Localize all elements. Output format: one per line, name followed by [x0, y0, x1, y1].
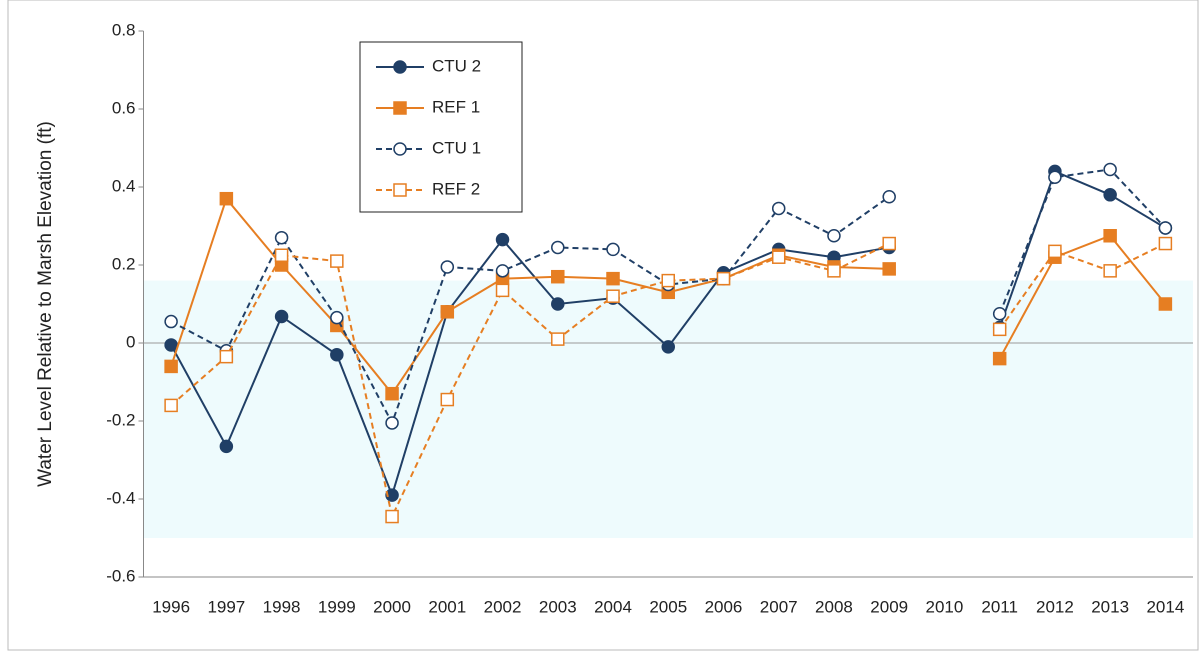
point: [274, 230, 289, 245]
point: [1103, 264, 1117, 278]
x-tick-label: 2001: [428, 597, 466, 616]
point: [1103, 188, 1117, 202]
point: [882, 190, 896, 204]
point: [606, 242, 620, 257]
point: [716, 271, 731, 286]
shaded-range: [143, 280, 1193, 538]
point: [551, 240, 565, 255]
point: [992, 307, 1007, 321]
point: [385, 416, 399, 430]
y-tick-label: 0.2: [112, 254, 136, 273]
point: [495, 283, 510, 298]
chart-border: [7, 0, 1199, 651]
point: [330, 310, 344, 325]
point: [440, 305, 455, 319]
point: [1048, 170, 1062, 184]
x-tick-label: 1999: [318, 597, 356, 616]
x-tick-label: 2014: [1146, 597, 1184, 616]
point: [164, 359, 178, 374]
y-tick-label: -0.2: [106, 410, 135, 429]
point: [495, 264, 510, 278]
point: [771, 250, 786, 264]
y-tick-label: 0.4: [112, 176, 136, 195]
point: [219, 439, 234, 454]
x-tick-label: 2007: [760, 597, 798, 616]
x-tick-label: 2005: [649, 597, 687, 616]
y-tick-label: 0.6: [112, 98, 136, 117]
legend-box: [359, 41, 523, 213]
point: [330, 347, 344, 362]
x-tick-label: 2002: [484, 597, 522, 616]
x-tick-label: 2003: [539, 597, 577, 616]
x-tick-label: 2011: [981, 597, 1018, 616]
series-line: [170, 170, 1166, 499]
x-tick-label: 2006: [705, 597, 743, 616]
point: [551, 332, 565, 346]
point: [661, 273, 675, 288]
point: [882, 262, 896, 276]
legend: CTU 2 REF 1 CTU 1 REF 2: [359, 41, 523, 213]
point: [771, 201, 786, 216]
point: [164, 398, 178, 413]
x-tick-label: 2009: [870, 597, 908, 616]
point: [1158, 221, 1173, 235]
point: [1103, 162, 1117, 177]
point: [661, 340, 675, 354]
point: [1158, 236, 1173, 251]
x-tick-label: 1998: [263, 597, 301, 616]
point: [827, 264, 841, 278]
point: [385, 509, 399, 524]
series-line: [170, 196, 1167, 396]
point: [606, 271, 620, 286]
point: [495, 232, 510, 247]
legend-label: CTU 1: [432, 138, 481, 157]
point: [385, 488, 399, 502]
point: [827, 229, 841, 243]
point: [1048, 244, 1062, 259]
x-tick-label: 2010: [926, 597, 964, 616]
point: [992, 322, 1007, 337]
point: [274, 248, 289, 262]
point: [385, 386, 399, 401]
legend-marker: [393, 60, 407, 74]
y-tick-label: -0.6: [106, 566, 135, 585]
legend-marker: [393, 101, 407, 115]
point: [164, 314, 178, 329]
point: [882, 236, 896, 251]
point: [164, 338, 178, 352]
point: [992, 351, 1007, 366]
x-tick-label: 2008: [815, 597, 853, 616]
x-tick-label: 1996: [152, 597, 190, 616]
x-tick-label: 2013: [1091, 597, 1129, 616]
x-tick-label: 2012: [1036, 597, 1074, 616]
point: [330, 254, 344, 268]
x-tick-label: 2000: [373, 597, 411, 616]
point: [551, 269, 565, 284]
point: [440, 260, 455, 274]
series-line: [170, 242, 1166, 520]
point: [1158, 297, 1173, 311]
legend-marker: [393, 142, 407, 156]
point: [1103, 229, 1117, 243]
x-tick-label: 1997: [207, 597, 245, 616]
series-line: [170, 168, 1167, 426]
y-tick-label: 0: [126, 332, 135, 351]
point: [274, 309, 289, 324]
y-tick-label: 0.8: [112, 20, 136, 39]
point: [606, 289, 620, 303]
legend-label: CTU 2: [432, 56, 481, 75]
y-axis-label: Water Level Relative to Marsh Elevation …: [35, 121, 56, 487]
legend-label: REF 1: [432, 97, 480, 116]
y-tick-label: -0.4: [106, 488, 135, 507]
legend-label: REF 2: [432, 179, 480, 198]
point: [551, 297, 565, 311]
legend-marker: [393, 183, 407, 197]
point: [219, 191, 234, 206]
x-tick-label: 2004: [594, 597, 632, 616]
point: [219, 349, 234, 364]
point: [440, 392, 455, 407]
